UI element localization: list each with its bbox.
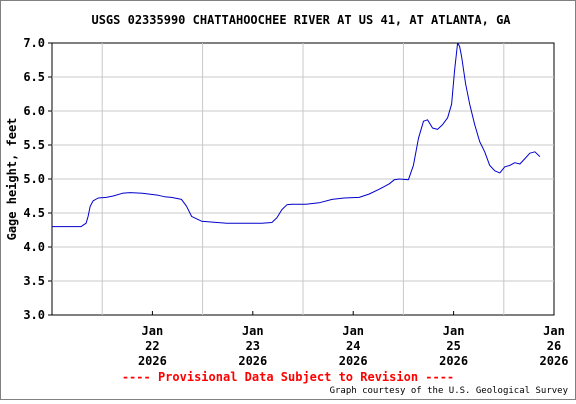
y-axis-label: Gage height, feet bbox=[5, 118, 19, 241]
x-tick-label-line: 22 bbox=[145, 339, 159, 353]
y-tick-labels: 3.0 3.5 4.0 4.5 5.0 5.5 6.0 6.5 7.0 bbox=[23, 36, 45, 322]
x-tick-label-line: Jan bbox=[242, 324, 264, 338]
x-tick-label-line: 26 bbox=[547, 339, 561, 353]
x-tick-label: Jan 22 2026 bbox=[138, 324, 167, 368]
x-tick-label: Jan 25 2026 bbox=[439, 324, 468, 368]
x-tick-label-line: Jan bbox=[543, 324, 565, 338]
x-tick-label: Jan 23 2026 bbox=[238, 324, 267, 368]
y-tick-label: 4.0 bbox=[23, 240, 45, 254]
chart-title: USGS 02335990 CHATTAHOOCHEE RIVER AT US … bbox=[91, 13, 511, 27]
x-tick-label-line: 25 bbox=[446, 339, 460, 353]
x-tick-label-line: 24 bbox=[346, 339, 360, 353]
x-tick-label-line: Jan bbox=[443, 324, 465, 338]
usgs-credit: Graph courtesy of the U.S. Geological Su… bbox=[330, 386, 569, 396]
y-tick-label: 3.0 bbox=[23, 308, 45, 322]
y-tick-label: 6.0 bbox=[23, 104, 45, 118]
x-tick-label-line: 23 bbox=[246, 339, 260, 353]
x-tick-label-line: Jan bbox=[142, 324, 164, 338]
x-tick-label-line: 2026 bbox=[439, 354, 468, 368]
provisional-notice: ---- Provisional Data Subject to Revisio… bbox=[122, 370, 454, 384]
y-tick-label: 7.0 bbox=[23, 36, 45, 50]
gage-height-line bbox=[52, 42, 541, 228]
x-tick-label: Jan 24 2026 bbox=[339, 324, 368, 368]
x-tick-label-line: 2026 bbox=[238, 354, 267, 368]
y-tick-label: 3.5 bbox=[23, 274, 45, 288]
x-tick-label: Jan 26 2026 bbox=[540, 324, 569, 368]
y-tick-label: 6.5 bbox=[23, 70, 45, 84]
series-group bbox=[52, 42, 541, 228]
x-tick-label-line: 2026 bbox=[339, 354, 368, 368]
x-tick-label-line: 2026 bbox=[540, 354, 569, 368]
y-tick-label: 5.0 bbox=[23, 172, 45, 186]
y-tick-label: 5.5 bbox=[23, 138, 45, 152]
x-tick-label-line: Jan bbox=[342, 324, 364, 338]
y-tick-label: 4.5 bbox=[23, 206, 45, 220]
x-tick-label-line: 2026 bbox=[138, 354, 167, 368]
grid-lines bbox=[48, 42, 555, 316]
